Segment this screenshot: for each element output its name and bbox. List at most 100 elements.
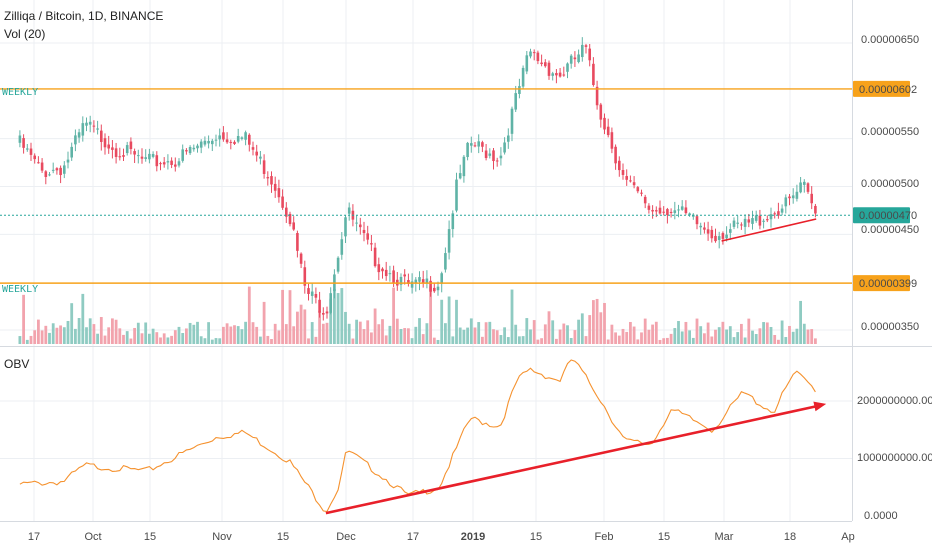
candle-body xyxy=(181,149,184,161)
volume-bar xyxy=(632,326,636,344)
candle-body xyxy=(229,141,233,143)
candle-body xyxy=(484,150,488,158)
volume-bar xyxy=(292,326,296,344)
candle-body xyxy=(588,48,591,61)
time-tick-label: 2019 xyxy=(461,531,485,543)
volume-bar xyxy=(170,335,173,344)
price-trend-line[interactable] xyxy=(721,218,817,242)
candle-body xyxy=(37,162,40,164)
candle-body xyxy=(640,192,643,194)
volume-bar xyxy=(743,337,747,344)
candle-body xyxy=(729,229,732,233)
candle-body xyxy=(388,273,392,275)
obv-axis[interactable]: 2000000000.0000 1000000000.0000 0.0000 xyxy=(857,395,932,522)
volume-bar xyxy=(536,339,540,344)
candle-body xyxy=(777,211,780,216)
candle-body xyxy=(340,239,344,255)
candle-body xyxy=(581,44,584,58)
volume-bar xyxy=(99,317,103,344)
candle-body xyxy=(477,141,480,147)
volume-bar xyxy=(769,326,773,344)
volume-bar xyxy=(388,325,392,344)
candle-body xyxy=(140,156,144,159)
candle-body xyxy=(569,55,573,64)
candle-body xyxy=(503,142,506,153)
candle-body xyxy=(788,196,791,199)
candle-body xyxy=(148,153,151,160)
volume-bar xyxy=(333,288,336,344)
volume-bar xyxy=(543,324,547,344)
candle-body xyxy=(362,229,366,234)
volume-bar xyxy=(654,321,658,344)
candle-body xyxy=(347,207,351,214)
candle-body xyxy=(470,143,473,146)
volume-bar xyxy=(185,328,188,344)
volume-bar xyxy=(377,324,381,344)
time-tick-label: Dec xyxy=(336,531,356,543)
volume-bar xyxy=(66,320,70,344)
volume-bar xyxy=(407,328,410,344)
candle-body xyxy=(96,128,99,130)
candle-body xyxy=(695,216,699,225)
volume-bar xyxy=(492,329,495,344)
volume-bar xyxy=(218,338,222,344)
candle-body xyxy=(222,132,225,140)
candle-body xyxy=(244,132,247,140)
candle-body xyxy=(26,148,29,150)
volume-bar xyxy=(225,323,229,344)
candle-body xyxy=(155,155,159,167)
time-tick-label: 15 xyxy=(277,531,289,543)
volume-bar xyxy=(310,322,314,344)
volume-bar xyxy=(222,326,225,344)
volume-bar xyxy=(732,337,736,344)
candle-body xyxy=(806,183,810,192)
candle-body xyxy=(22,138,25,148)
candle-body xyxy=(33,155,36,160)
candle-body xyxy=(18,135,22,143)
volume-bar xyxy=(155,332,159,344)
candle-body xyxy=(262,160,266,174)
obv-tick-label: 0.0000 xyxy=(864,510,898,522)
volume-bar xyxy=(629,321,632,344)
volume-bar xyxy=(247,286,251,344)
volume-bar xyxy=(677,321,680,344)
time-axis[interactable]: 17 Oct 15 Nov 15 Dec 17 2019 15 Feb 15 M… xyxy=(28,531,855,543)
volume-bar xyxy=(621,328,625,344)
candle-body xyxy=(48,174,51,176)
price-axis[interactable]: 0.00000650 0.00000550 0.00000500 0.00000… xyxy=(861,34,919,333)
volume-bar xyxy=(355,319,358,344)
time-tick-label: 15 xyxy=(144,531,156,543)
candle-body xyxy=(251,147,255,150)
volume-bar xyxy=(321,323,325,344)
candle-body xyxy=(451,213,455,230)
candle-body xyxy=(507,135,510,142)
candle-body xyxy=(255,151,258,156)
volume-bar xyxy=(617,335,621,344)
volume-bar xyxy=(395,318,399,344)
volume-bar xyxy=(688,330,691,344)
obv-trend-line[interactable] xyxy=(325,404,819,515)
volume-bar xyxy=(159,337,162,344)
volume-bar xyxy=(780,320,784,344)
volume-bar xyxy=(754,334,758,344)
volume-bar xyxy=(70,303,74,344)
volume-bar xyxy=(196,321,199,344)
candle-body xyxy=(643,196,647,204)
candle-body xyxy=(51,169,55,171)
candle-body xyxy=(177,161,181,166)
candle-body xyxy=(532,52,536,54)
candle-body xyxy=(192,147,196,150)
time-tick-label: Nov xyxy=(212,531,232,543)
volume-bar xyxy=(444,323,447,344)
volume-bar xyxy=(451,336,455,344)
candle-body xyxy=(288,213,292,225)
volume-bar xyxy=(207,322,210,344)
candle-body xyxy=(403,274,406,277)
volume-bar xyxy=(721,321,725,344)
candle-body xyxy=(277,188,281,198)
candle-body xyxy=(573,57,577,60)
candle-body xyxy=(166,161,170,163)
volume-bar xyxy=(251,322,255,344)
volume-bar xyxy=(740,323,743,344)
candle-body xyxy=(414,279,418,284)
